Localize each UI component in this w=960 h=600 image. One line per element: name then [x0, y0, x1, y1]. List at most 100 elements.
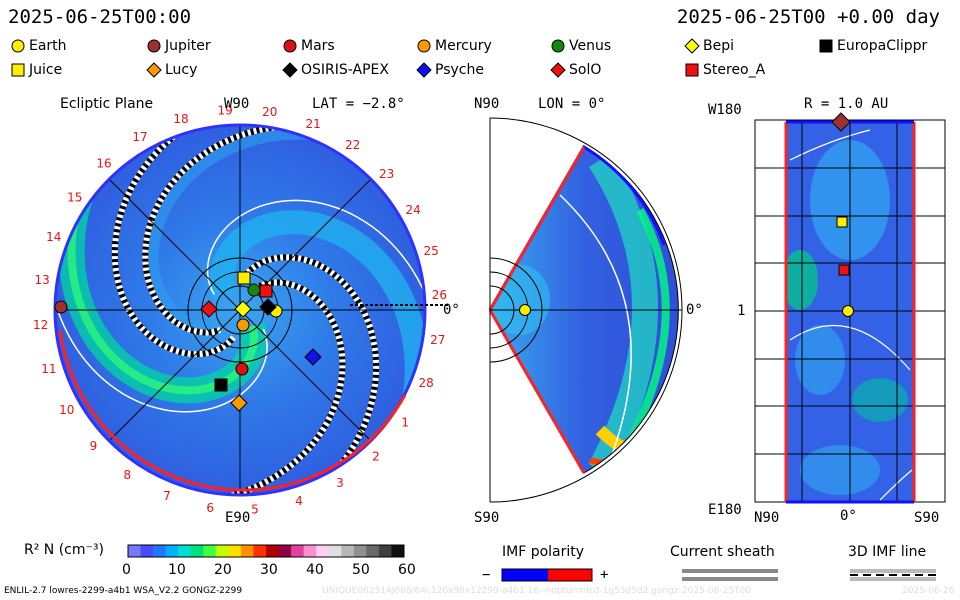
imf-plus: +	[600, 567, 609, 583]
carrington-tick: 11	[41, 362, 56, 376]
legend-label: EuropaClippr	[837, 38, 928, 54]
carrington-tick: 27	[430, 333, 445, 347]
legend-label: Lucy	[165, 62, 198, 78]
legend-label: Mercury	[435, 38, 492, 54]
imf3d-line-swatch	[850, 569, 936, 581]
diamond-icon	[416, 62, 432, 78]
mercury-marker	[236, 318, 250, 332]
circle-icon	[147, 39, 161, 53]
legend-label: SolO	[569, 62, 602, 78]
legend-label: Psyche	[435, 62, 484, 78]
colorbar-swatch	[353, 545, 367, 557]
ecliptic-bottom-label: E90	[225, 510, 251, 526]
legend-item-mars: Mars	[282, 38, 335, 54]
osiris-apex-marker	[259, 298, 277, 316]
colorbar-tick-label: 20	[214, 562, 232, 578]
stereo-a-marker-lonlat	[838, 264, 850, 276]
carrington-tick: 14	[46, 230, 61, 244]
ecliptic-lat-label: LAT = −2.8°	[312, 96, 405, 112]
carrington-tick: 7	[163, 489, 171, 503]
legend-label: Stereo_A	[703, 62, 766, 78]
legend-item-osiris-apex: OSIRIS-APEX	[282, 62, 389, 78]
colorbar-swatch	[378, 545, 392, 557]
legend-item-venus: Venus	[550, 38, 611, 54]
lonlat-top-label: W180	[708, 102, 742, 118]
lonlat-x-label-0: 0°	[840, 508, 857, 524]
current-sheath-swatch	[682, 569, 778, 581]
colorbar-swatch	[391, 545, 405, 557]
carrington-tick: 12	[33, 318, 48, 332]
meridional-bottom-label: S90	[474, 510, 500, 526]
mars-marker	[235, 362, 249, 376]
carrington-tick: 13	[35, 273, 50, 287]
legend-item-earth: Earth	[10, 38, 67, 54]
meridional-right-label: 0°	[686, 302, 703, 318]
carrington-tick: 16	[96, 156, 111, 170]
meridional-top-label: N90	[474, 96, 500, 112]
circle-icon	[11, 39, 25, 53]
carrington-tick: 22	[345, 138, 360, 152]
imf-minus: −	[482, 567, 491, 583]
venus-marker	[247, 283, 261, 297]
carrington-tick: 18	[173, 112, 188, 126]
lucy-marker	[230, 394, 248, 412]
colorbar-tick-label: 0	[122, 562, 131, 578]
earth-marker-lonlat	[842, 305, 854, 317]
lonlat-mid-label: 1	[737, 303, 746, 319]
juice-marker	[237, 271, 251, 285]
lonlat-r-label: R = 1.0 AU	[804, 96, 889, 112]
jupiter-marker	[54, 300, 68, 314]
colorbar-swatch	[165, 545, 179, 557]
bepi-marker	[234, 300, 252, 318]
colorbar-tick-label: 30	[260, 562, 278, 578]
ecliptic-right-label: 0°	[443, 302, 460, 318]
carrington-tick: 23	[379, 167, 394, 181]
colorbar-label: R² N (cm⁻³)	[24, 542, 104, 558]
legend-label: Earth	[29, 38, 67, 54]
carrington-tick: 3	[336, 476, 344, 490]
carrington-tick: 17	[132, 130, 147, 144]
legend-item-stereo-a: Stereo_A	[684, 62, 765, 78]
carrington-tick: 9	[90, 439, 98, 453]
current-sheath-label: Current sheath	[670, 544, 775, 560]
carrington-tick: 2	[372, 450, 380, 464]
legend-item-lucy: Lucy	[146, 62, 197, 78]
legend-label: OSIRIS-APEX	[301, 62, 389, 78]
carrington-tick: 1	[401, 416, 409, 430]
legend-item-juice: Juice	[10, 62, 62, 78]
carrington-tick: 10	[59, 403, 74, 417]
meridional-panel	[488, 117, 683, 503]
diamond-icon	[684, 38, 700, 54]
psyche-marker	[304, 348, 322, 366]
legend-item-europaclippr: EuropaClippr	[818, 38, 927, 54]
footer-date: 2025-06-26	[902, 586, 955, 596]
diamond-icon	[146, 62, 162, 78]
lonlat-x-label-s90: S90	[914, 510, 940, 526]
colorbar-swatch	[140, 545, 154, 557]
legend-item-jupiter: Jupiter	[146, 38, 211, 54]
carrington-tick: 26	[432, 288, 447, 302]
lonlat-bottom-label: E180	[708, 502, 742, 518]
legend-item-bepi: Bepi	[684, 38, 734, 54]
colorbar-swatch	[366, 545, 380, 557]
square-icon	[685, 63, 699, 77]
carrington-tick: 8	[123, 468, 131, 482]
carrington-tick: 4	[295, 494, 303, 508]
timestamp: 2025-06-25T00:00	[8, 6, 192, 28]
colorbar-swatch	[203, 545, 217, 557]
colorbar-swatch	[328, 545, 342, 557]
legend-label: Bepi	[703, 38, 734, 54]
legend-label: Juice	[29, 62, 63, 78]
carrington-tick: 28	[419, 376, 434, 390]
colorbar-swatch	[253, 545, 267, 557]
carrington-tick: 15	[67, 190, 82, 204]
solo-marker	[200, 300, 218, 318]
carrington-tick: 20	[262, 105, 277, 119]
earth-marker-meridional	[519, 304, 531, 316]
colorbar-swatch	[153, 545, 167, 557]
europaclippr-marker	[214, 378, 228, 392]
carrington-tick: 25	[423, 244, 438, 258]
colorbar-swatch	[190, 545, 204, 557]
colorbar-swatch	[278, 545, 292, 557]
